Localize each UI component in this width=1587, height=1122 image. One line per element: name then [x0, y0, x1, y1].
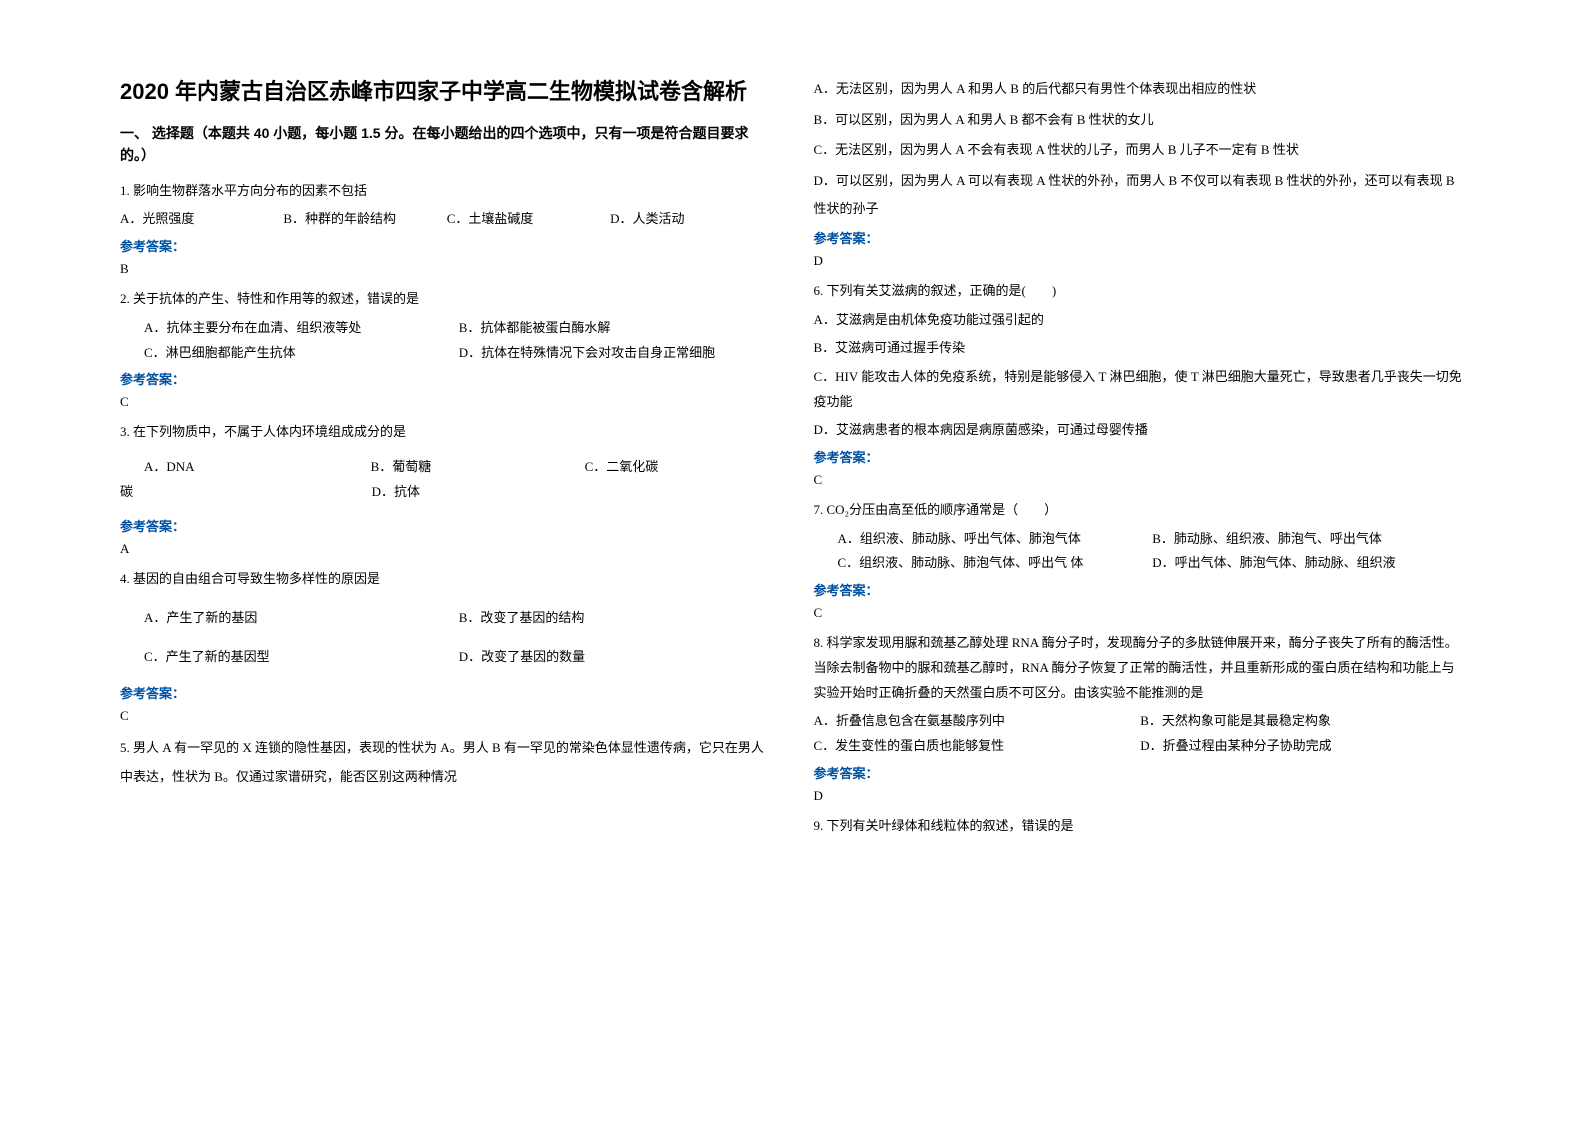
q3-answer-label: 参考答案：	[120, 516, 774, 535]
q8-stem: 8. 科学家发现用脲和巯基乙醇处理 RNA 酶分子时，发现酶分子的多肽链伸展开来…	[814, 631, 1468, 705]
question-8: 8. 科学家发现用脲和巯基乙醇处理 RNA 酶分子时，发现酶分子的多肽链伸展开来…	[814, 631, 1468, 803]
question-3: 3. 在下列物质中，不属于人体内环境组成成分的是 A．DNA B．葡萄糖 C．二…	[120, 420, 774, 557]
q6-answer: C	[814, 472, 1468, 488]
q7-stem: 7. CO₂分压由高至低的顺序通常是（ ）	[814, 498, 1468, 523]
q8-option-b: B．天然构象可能是其最稳定构象	[1140, 709, 1467, 734]
q7-option-a: A．组织液、肺动脉、呼出气体、肺泡气体	[838, 527, 1153, 552]
q2-answer: C	[120, 394, 774, 410]
q5-answer: D	[814, 253, 1468, 269]
q3-stem: 3. 在下列物质中，不属于人体内环境组成成分的是	[120, 420, 774, 445]
q2-stem: 2. 关于抗体的产生、特性和作用等的叙述，错误的是	[120, 287, 774, 312]
q9-stem: 9. 下列有关叶绿体和线粒体的叙述，错误的是	[814, 814, 1468, 839]
q8-answer: D	[814, 788, 1468, 804]
q3-answer: A	[120, 541, 774, 557]
right-column: A．无法区别，因为男人 A 和男人 B 的后代都只有男性个体表现出相应的性状 B…	[794, 75, 1488, 1082]
q8-option-a: A．折叠信息包含在氨基酸序列中	[814, 709, 1141, 734]
q4-option-d: D．改变了基因的数量	[459, 645, 774, 670]
q6-stem: 6. 下列有关艾滋病的叙述，正确的是( )	[814, 279, 1468, 304]
q6-option-c: C．HIV 能攻击人体的免疫系统，特别是能够侵入 T 淋巴细胞，使 T 淋巴细胞…	[814, 365, 1468, 414]
q5-option-b: B．可以区别，因为男人 A 和男人 B 都不会有 B 性状的女儿	[814, 106, 1468, 135]
q2-answer-label: 参考答案：	[120, 369, 774, 388]
q4-option-c: C．产生了新的基因型	[144, 645, 459, 670]
q2-option-d: D．抗体在特殊情况下会对攻击自身正常细胞	[459, 341, 774, 366]
q1-option-a: A．光照强度	[120, 207, 283, 232]
q4-answer: C	[120, 708, 774, 724]
section-1-header: 一、 选择题（本题共 40 小题，每小题 1.5 分。在每小题给出的四个选项中，…	[120, 122, 774, 167]
question-4: 4. 基因的自由组合可导致生物多样性的原因是 A．产生了新的基因 B．改变了基因…	[120, 567, 774, 724]
q1-option-d: D．人类活动	[610, 207, 773, 232]
q7-answer: C	[814, 605, 1468, 621]
question-9: 9. 下列有关叶绿体和线粒体的叙述，错误的是	[814, 814, 1468, 839]
q1-option-c: C．土壤盐碱度	[447, 207, 610, 232]
exam-title: 2020 年内蒙古自治区赤峰市四家子中学高二生物模拟试卷含解析	[120, 75, 774, 108]
q1-option-b: B．种群的年龄结构	[283, 207, 446, 232]
question-5-stem: 5. 男人 A 有一罕见的 X 连锁的隐性基因，表现的性状为 A。男人 B 有一…	[120, 734, 774, 791]
q3-option-a: A．DNA	[144, 455, 371, 480]
q8-option-d: D．折叠过程由某种分子协助完成	[1140, 734, 1467, 759]
q5-option-d: D．可以区别，因为男人 A 可以有表现 A 性状的外孙，而男人 B 不仅可以有表…	[814, 167, 1468, 224]
q2-option-a: A．抗体主要分布在血清、组织液等处	[144, 316, 459, 341]
q3-option-c-tail: 碳	[120, 480, 372, 505]
q7-option-d: D．呼出气体、肺泡气体、肺动脉、组织液	[1152, 551, 1467, 576]
q6-option-a: A．艾滋病是由机体免疫功能过强引起的	[814, 308, 1468, 333]
q6-option-d: D．艾滋病患者的根本病因是病原菌感染，可通过母婴传播	[814, 418, 1468, 443]
question-7: 7. CO₂分压由高至低的顺序通常是（ ） A．组织液、肺动脉、呼出气体、肺泡气…	[814, 498, 1468, 621]
left-column: 2020 年内蒙古自治区赤峰市四家子中学高二生物模拟试卷含解析 一、 选择题（本…	[100, 75, 794, 1082]
q1-stem: 1. 影响生物群落水平方向分布的因素不包括	[120, 179, 774, 204]
q4-answer-label: 参考答案：	[120, 683, 774, 702]
q5-stem: 5. 男人 A 有一罕见的 X 连锁的隐性基因，表现的性状为 A。男人 B 有一…	[120, 734, 774, 791]
q7-option-c: C．组织液、肺动脉、肺泡气体、呼出气 体	[838, 551, 1153, 576]
question-6: 6. 下列有关艾滋病的叙述，正确的是( ) A．艾滋病是由机体免疫功能过强引起的…	[814, 279, 1468, 488]
q6-answer-label: 参考答案：	[814, 447, 1468, 466]
q8-answer-label: 参考答案：	[814, 763, 1468, 782]
question-2: 2. 关于抗体的产生、特性和作用等的叙述，错误的是 A．抗体主要分布在血清、组织…	[120, 287, 774, 410]
q5-option-c: C．无法区别，因为男人 A 不会有表现 A 性状的儿子，而男人 B 儿子不一定有…	[814, 136, 1468, 165]
q3-option-b: B．葡萄糖	[371, 455, 585, 480]
q4-stem: 4. 基因的自由组合可导致生物多样性的原因是	[120, 567, 774, 592]
q1-answer: B	[120, 261, 774, 277]
q5-option-a: A．无法区别，因为男人 A 和男人 B 的后代都只有男性个体表现出相应的性状	[814, 75, 1468, 104]
q3-option-d: D．抗体	[372, 480, 774, 505]
q8-option-c: C．发生变性的蛋白质也能够复性	[814, 734, 1141, 759]
q7-option-b: B．肺动脉、组织液、肺泡气、呼出气体	[1152, 527, 1467, 552]
q3-option-c: C．二氧化碳	[585, 455, 774, 480]
q7-answer-label: 参考答案：	[814, 580, 1468, 599]
question-1: 1. 影响生物群落水平方向分布的因素不包括 A．光照强度 B．种群的年龄结构 C…	[120, 179, 774, 277]
q5-answer-label: 参考答案：	[814, 228, 1468, 247]
q2-option-c: C．淋巴细胞都能产生抗体	[144, 341, 459, 366]
q1-answer-label: 参考答案：	[120, 236, 774, 255]
question-5-options: A．无法区别，因为男人 A 和男人 B 的后代都只有男性个体表现出相应的性状 B…	[814, 75, 1468, 269]
q6-option-b: B．艾滋病可通过握手传染	[814, 336, 1468, 361]
q4-option-a: A．产生了新的基因	[144, 606, 459, 631]
q4-option-b: B．改变了基因的结构	[459, 606, 774, 631]
q2-option-b: B．抗体都能被蛋白酶水解	[459, 316, 774, 341]
